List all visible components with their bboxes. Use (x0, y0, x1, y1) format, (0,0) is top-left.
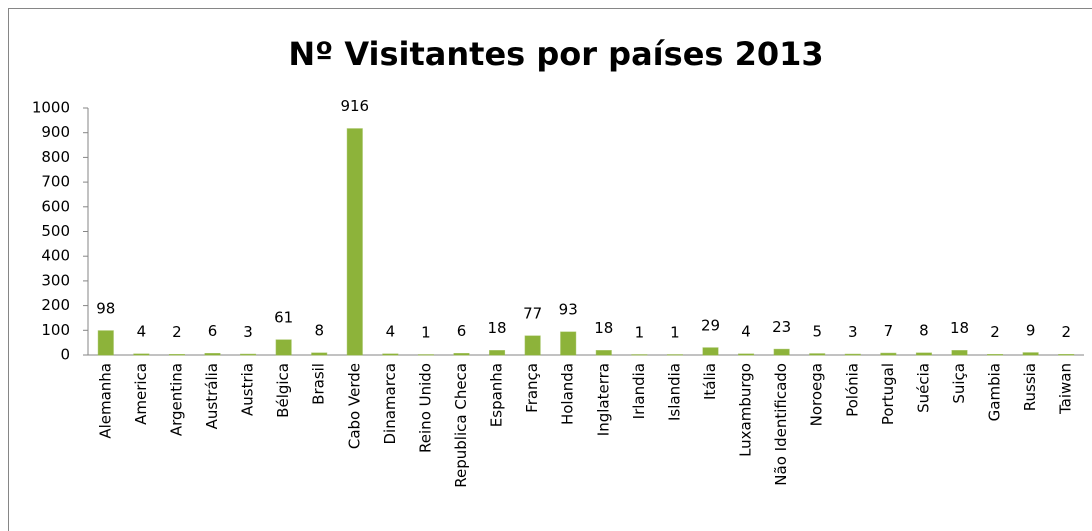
bar (489, 350, 506, 356)
bar (382, 353, 399, 356)
x-tick-label: Portugal (879, 363, 897, 425)
data-label: 93 (559, 301, 578, 319)
bar (809, 353, 826, 356)
data-label: 6 (457, 322, 467, 340)
y-tick-label: 800 (41, 148, 70, 166)
data-label: 3 (243, 323, 253, 341)
chart-border (8, 8, 1092, 531)
bar (844, 353, 861, 356)
data-label: 2 (1061, 323, 1071, 341)
bar (738, 353, 755, 356)
data-label: 18 (488, 319, 507, 337)
data-label: 1 (635, 323, 645, 341)
x-tick-label: Reino Unido (416, 363, 434, 453)
data-label: 18 (594, 319, 613, 337)
y-tick-label: 600 (41, 197, 70, 215)
bar (275, 339, 292, 356)
y-tick-label: 300 (41, 271, 70, 289)
data-label: 9 (1026, 321, 1036, 339)
chart-title: Nº Visitantes por países 2013 (288, 35, 823, 73)
data-label: 4 (137, 323, 147, 341)
data-label: 5 (812, 322, 822, 340)
data-label: 7 (884, 322, 894, 340)
bar (524, 335, 541, 356)
x-tick-label: Suécia (914, 363, 932, 413)
x-tick-label: Austria (239, 363, 257, 416)
bar (560, 331, 577, 356)
y-tick-label: 500 (41, 222, 70, 240)
y-tick-label: 1000 (32, 99, 70, 117)
bar (951, 350, 968, 356)
data-label: 2 (990, 323, 1000, 341)
y-tick-label: 700 (41, 173, 70, 191)
y-tick-label: 200 (41, 296, 70, 314)
bar (133, 353, 150, 356)
data-label: 29 (701, 316, 720, 334)
data-label: 2 (172, 323, 182, 341)
bar (702, 347, 719, 356)
bar (880, 352, 897, 356)
data-label: 18 (950, 319, 969, 337)
x-tick-label: Não Identificado (772, 363, 790, 486)
data-label: 8 (919, 322, 929, 340)
data-label: 98 (96, 299, 115, 317)
bar (204, 353, 221, 356)
bar (915, 352, 932, 356)
bar (595, 350, 612, 356)
x-tick-label: Gambia (986, 363, 1004, 421)
x-tick-label: Alemanha (96, 363, 114, 439)
x-tick-label: Republica Checa (452, 363, 470, 488)
bar (453, 353, 470, 356)
x-tick-label: Bélgica (274, 363, 292, 418)
data-label: 8 (314, 322, 324, 340)
x-tick-label: America (132, 363, 150, 425)
x-tick-label: Irlandia (630, 363, 648, 419)
bar (1022, 352, 1039, 356)
x-tick-label: Austrália (203, 363, 221, 429)
y-tick-label: 0 (60, 346, 70, 364)
bar (240, 353, 257, 356)
y-tick-label: 900 (41, 123, 70, 141)
x-tick-label: Polónia (843, 363, 861, 417)
data-label: 1 (421, 323, 431, 341)
x-tick-label: Itália (701, 363, 719, 400)
x-tick-label: França (523, 363, 541, 413)
data-label: 4 (741, 323, 751, 341)
x-tick-label: Suiça (950, 363, 968, 404)
y-tick-label: 100 (41, 321, 70, 339)
x-tick-label: Noroega (808, 363, 826, 426)
x-tick-label: Russia (1021, 363, 1039, 411)
y-tick-label: 400 (41, 247, 70, 265)
data-label: 1 (670, 323, 680, 341)
x-tick-label: Brasil (310, 363, 328, 405)
data-label: 6 (208, 322, 218, 340)
data-label: 23 (772, 318, 791, 336)
bar (311, 352, 328, 356)
x-tick-label: Cabo Verde (345, 363, 363, 449)
bar (773, 348, 790, 356)
x-tick-label: Dinamarca (381, 363, 399, 445)
x-tick-label: Islandia (665, 363, 683, 421)
bar (97, 330, 114, 356)
x-tick-label: Holanda (559, 363, 577, 425)
data-label: 61 (274, 308, 293, 326)
x-tick-label: Inglaterra (594, 363, 612, 436)
x-tick-label: Espanha (488, 363, 506, 427)
data-label: 4 (386, 323, 396, 341)
bar (346, 128, 363, 356)
x-tick-label: Argentina (167, 363, 185, 436)
data-label: 77 (523, 304, 542, 322)
data-label: 916 (340, 97, 369, 115)
x-tick-label: Luxamburgo (737, 363, 755, 457)
x-tick-label: Taiwan (1057, 363, 1075, 415)
data-label: 3 (848, 323, 858, 341)
